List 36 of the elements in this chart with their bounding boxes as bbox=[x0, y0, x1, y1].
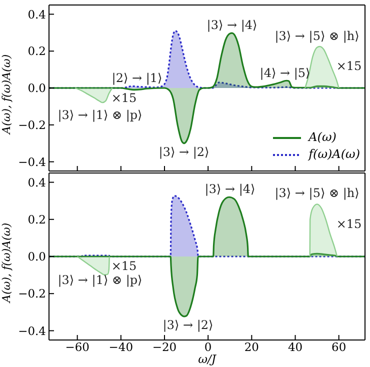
legend-label: f(ω)A(ω) bbox=[308, 146, 360, 163]
y-tick-label: −0.2 bbox=[18, 118, 46, 132]
annotation: |3⟩ → |5⟩ ⊗ |h⟩ bbox=[274, 186, 360, 200]
x-tick-label: −40 bbox=[108, 340, 134, 354]
x-axis-title: ω/J bbox=[198, 352, 218, 366]
annotation: |3⟩ → |2⟩ bbox=[162, 318, 214, 332]
annotation: |3⟩ → |4⟩ bbox=[204, 182, 256, 196]
annotation: ×15 bbox=[336, 59, 362, 73]
annotation: ×15 bbox=[336, 217, 362, 231]
x-tick-label: 20 bbox=[244, 340, 259, 354]
annotation: |3⟩ → |2⟩ bbox=[158, 145, 210, 159]
y-tick-label: 0.0 bbox=[28, 250, 46, 264]
y-tick-label: −0.4 bbox=[18, 154, 46, 169]
y-axis-title: A(ω), f(ω)A(ω) bbox=[0, 222, 13, 304]
x-tick-label: −20 bbox=[152, 340, 177, 354]
x-tick-label: 0 bbox=[204, 340, 212, 354]
y-tick-label: 0.4 bbox=[28, 7, 46, 22]
annotation: ×15 bbox=[111, 91, 137, 105]
y-tick-label: −0.4 bbox=[18, 324, 46, 338]
x-tick-label: −60 bbox=[65, 340, 90, 354]
x-tick-label: 40 bbox=[288, 340, 303, 354]
annotation: |3⟩ → |1⟩ ⊗ |p⟩ bbox=[58, 273, 142, 287]
annotation: |3⟩ → |4⟩ bbox=[206, 18, 258, 32]
annotation: |4⟩ → |5⟩ bbox=[260, 66, 310, 80]
y-tick-label: −0.2 bbox=[18, 286, 46, 301]
annotation: ×15 bbox=[111, 259, 137, 273]
legend-label: A(ω) bbox=[308, 129, 336, 146]
annotation: |3⟩ → |1⟩ ⊗ |p⟩ bbox=[58, 108, 142, 122]
y-tick-label: 0.0 bbox=[28, 81, 46, 96]
y-axis-title: A(ω), f(ω)A(ω) bbox=[0, 54, 13, 135]
y-tick-label: 0.2 bbox=[28, 212, 46, 226]
x-tick-label: 60 bbox=[332, 340, 346, 354]
annotation: |2⟩ → |1⟩ bbox=[112, 71, 162, 85]
y-tick-label: 0.4 bbox=[28, 175, 46, 190]
y-tick-label: 0.2 bbox=[28, 44, 46, 58]
annotation: |3⟩ → |5⟩ ⊗ |h⟩ bbox=[274, 29, 360, 43]
